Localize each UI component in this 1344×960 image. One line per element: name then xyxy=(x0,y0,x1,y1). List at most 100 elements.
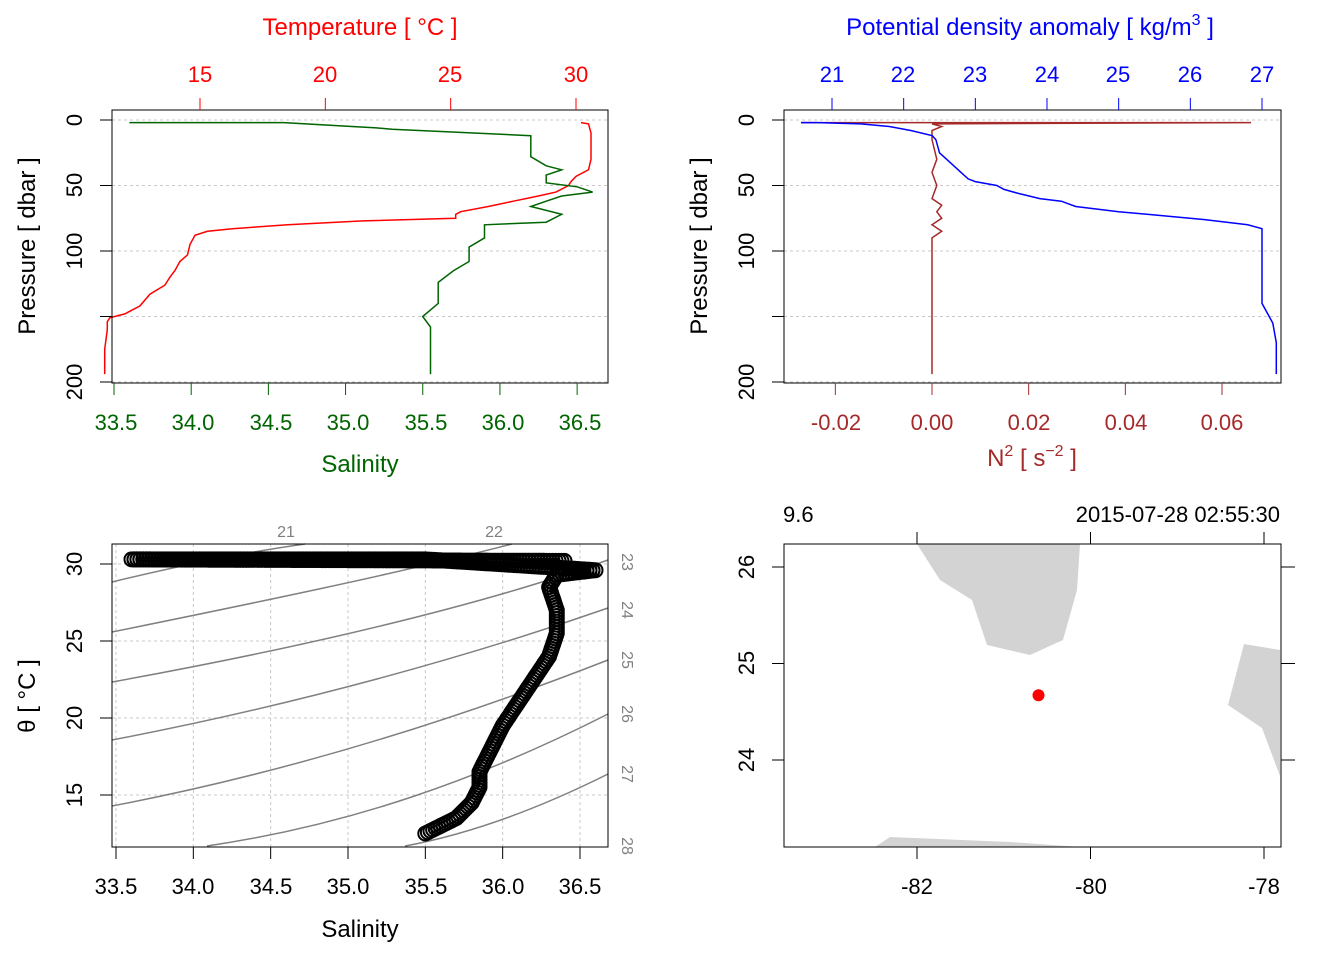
p3-left-axis-title: θ [ °C ] xyxy=(14,659,41,733)
p4-left-tick-label: 25 xyxy=(734,651,759,675)
p1-top-tick-label: 25 xyxy=(438,62,462,87)
isopycnal-label: 21 xyxy=(277,524,295,541)
isopycnal-27 xyxy=(404,773,609,847)
p2-top-title-end: ] xyxy=(1201,14,1214,41)
p2-top-title-main: Potential density anomaly [ kg/m xyxy=(846,14,1192,41)
map-top-right-label: 2015-07-28 02:55:30 xyxy=(1076,502,1280,527)
p1-bottom-tick-label: 36.5 xyxy=(559,410,602,435)
p2-bottom-tick-label: 0.04 xyxy=(1105,410,1148,435)
p3-isopycnals xyxy=(111,543,609,847)
p1-bottom-tick-label: 35.0 xyxy=(327,410,370,435)
p3-bottom-axis-title: Salinity xyxy=(321,916,398,943)
p4-frame xyxy=(783,543,1282,848)
p1-left-axis-title: Pressure [ dbar ] xyxy=(14,157,41,334)
panel-ts-profile: Temperature [ °C ] Salinity Pressure [ d… xyxy=(14,14,609,478)
p4-latitude-tick-labels: 26 25 24 xyxy=(734,555,759,772)
p4-bottom-tick-label: -82 xyxy=(901,874,933,899)
p4-longitude-tick-labels: -82 -80 -78 xyxy=(901,874,1280,899)
isopycnal-label: 22 xyxy=(485,524,503,541)
p4-bottom-tick-label: -78 xyxy=(1248,874,1280,899)
p4-left-tick-label: 24 xyxy=(734,748,759,772)
p2-pressure-tick-labels: 0 50 100 200 xyxy=(734,114,759,400)
p2-left-axis-title: Pressure [ dbar ] xyxy=(686,157,713,334)
ts-point xyxy=(556,552,573,569)
p1-bottom-tick-label: 34.5 xyxy=(250,410,293,435)
isopycnal-label: 23 xyxy=(618,553,635,571)
isopycnal-label: 26 xyxy=(618,705,635,723)
p1-top-tick-label: 30 xyxy=(564,62,588,87)
p3-left-tick-label: 20 xyxy=(62,706,87,730)
land-cuba xyxy=(875,837,1080,847)
p1-bottom-tick-label: 35.5 xyxy=(405,410,448,435)
p1-grid xyxy=(112,119,608,383)
p4-axis-ticks xyxy=(772,532,1295,859)
p2-bottom-tick-label: 0.00 xyxy=(911,410,954,435)
p4-bottom-tick-label: -80 xyxy=(1075,874,1107,899)
panel-station-map: 9.6 2015-07-28 02:55:30 -82 -80 -78 26 2… xyxy=(734,502,1295,899)
p1-bottom-axis-title: Salinity xyxy=(321,451,398,478)
p1-frame xyxy=(111,109,609,384)
p2-density-tick-labels: 21 22 23 24 25 26 27 xyxy=(820,62,1274,87)
land-florida xyxy=(917,544,1080,655)
p3-bottom-tick-label: 33.5 xyxy=(95,874,138,899)
p3-bottom-tick-label: 34.5 xyxy=(250,874,293,899)
p3-frame xyxy=(111,543,609,848)
p2-top-tick-label: 23 xyxy=(963,62,987,87)
p1-left-tick-label: 200 xyxy=(62,364,87,401)
p2-bottom-title-sup2: −2 xyxy=(1045,443,1063,460)
p3-bottom-tick-label: 35.0 xyxy=(327,874,370,899)
p2-left-tick-label: 0 xyxy=(734,114,759,126)
p2-top-tick-label: 24 xyxy=(1035,62,1059,87)
salinity-profile-line xyxy=(129,121,593,375)
p2-left-tick-label: 200 xyxy=(734,364,759,401)
p2-n2-tick-labels: -0.02 0.00 0.02 0.04 0.06 xyxy=(811,410,1243,435)
p3-bottom-tick-label: 36.5 xyxy=(559,874,602,899)
p4-left-tick-label: 26 xyxy=(734,555,759,579)
p2-bottom-title-sup: 2 xyxy=(1004,443,1013,460)
p3-theta-tick-labels: 15 20 25 30 xyxy=(62,552,87,807)
p1-left-tick-label: 0 xyxy=(62,114,87,126)
p1-axis-ticks xyxy=(100,98,578,395)
isopycnal-26 xyxy=(206,713,609,847)
p1-bottom-tick-label: 33.5 xyxy=(95,410,138,435)
p2-top-title-sup: 3 xyxy=(1192,12,1201,29)
p3-axis-ticks xyxy=(100,563,581,859)
temperature-profile-line xyxy=(103,121,592,375)
p1-salinity-tick-labels: 33.5 34.0 34.5 35.0 35.5 36.0 36.5 xyxy=(95,410,602,435)
p1-top-axis-title: Temperature [ °C ] xyxy=(263,14,458,41)
land-bahamas xyxy=(1228,644,1280,776)
p2-top-axis-title: Potential density anomaly [ kg/m3 ] xyxy=(846,12,1214,41)
p1-bottom-tick-label: 36.0 xyxy=(482,410,525,435)
p2-top-tick-label: 27 xyxy=(1250,62,1274,87)
p2-top-tick-label: 21 xyxy=(820,62,844,87)
map-top-left-label: 9.6 xyxy=(783,502,814,527)
p1-left-tick-label: 50 xyxy=(62,173,87,197)
p2-frame xyxy=(783,109,1282,384)
p3-left-tick-label: 25 xyxy=(62,629,87,653)
p1-pressure-tick-labels: 0 50 100 200 xyxy=(62,114,87,400)
p1-top-tick-label: 15 xyxy=(188,62,212,87)
p2-bottom-title-n: N xyxy=(987,445,1004,472)
p3-bottom-tick-label: 36.0 xyxy=(482,874,525,899)
p1-temperature-tick-labels: 15 20 25 30 xyxy=(188,62,588,87)
p3-salinity-tick-labels: 33.5 34.0 34.5 35.0 35.5 36.0 36.5 xyxy=(95,874,602,899)
p2-bottom-axis-title: N2 [ s−2 ] xyxy=(987,443,1077,472)
p2-bottom-tick-label: 0.06 xyxy=(1201,410,1244,435)
p3-grid xyxy=(112,544,608,847)
p1-bottom-tick-label: 34.0 xyxy=(172,410,215,435)
p3-bottom-tick-label: 35.5 xyxy=(405,874,448,899)
p2-bottom-title-mid: [ s xyxy=(1013,445,1045,472)
p2-bottom-tick-label: 0.02 xyxy=(1008,410,1051,435)
isopycnal-25 xyxy=(111,659,609,807)
panel-density-profile: Potential density anomaly [ kg/m3 ] N2 [… xyxy=(686,12,1282,472)
p3-left-tick-label: 15 xyxy=(62,783,87,807)
ts-scatter-points xyxy=(123,551,604,842)
p1-left-tick-label: 100 xyxy=(62,233,87,270)
p2-left-tick-label: 100 xyxy=(734,233,759,270)
p2-left-tick-label: 50 xyxy=(734,173,759,197)
isopycnal-label: 24 xyxy=(618,601,635,619)
panel-ts-diagram: 21 22 23 24 25 26 27 28 Salinity θ [ °C … xyxy=(14,524,635,943)
station-marker xyxy=(1032,689,1045,702)
isopycnal-23 xyxy=(111,559,609,683)
